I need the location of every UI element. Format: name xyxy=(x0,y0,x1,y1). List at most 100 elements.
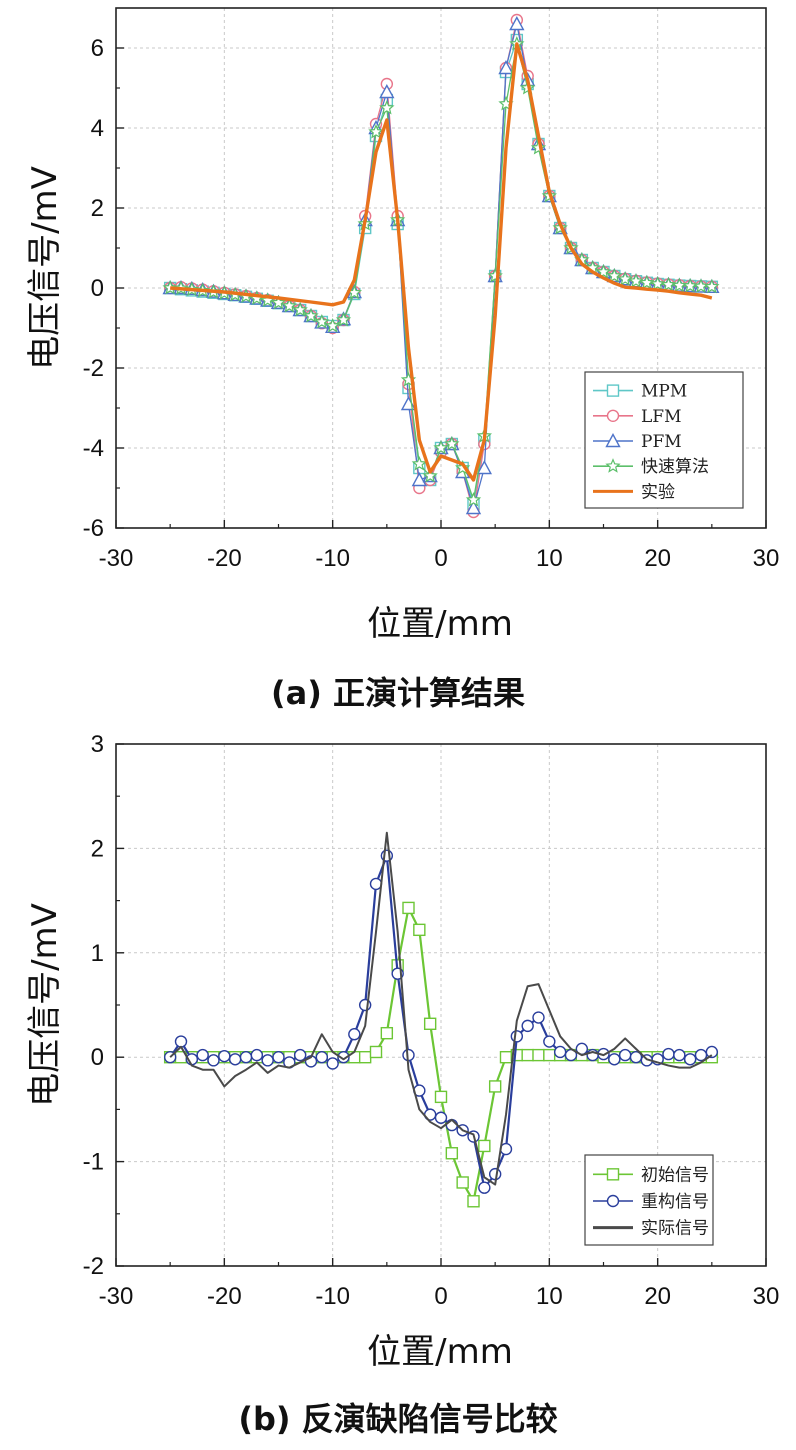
legend-label: 重构信号 xyxy=(641,1192,709,1212)
data-point xyxy=(532,1048,545,1062)
data-point xyxy=(423,1017,437,1030)
data-point xyxy=(509,16,525,31)
x-tick-label: 10 xyxy=(536,1283,563,1310)
data-point xyxy=(476,460,493,475)
data-point xyxy=(465,491,482,507)
data-point xyxy=(261,1054,274,1067)
data-point xyxy=(337,1050,350,1064)
data-point xyxy=(411,455,428,471)
legend-item: 实际信号 xyxy=(593,1219,709,1239)
data-point xyxy=(521,1048,534,1062)
data-point xyxy=(358,1050,372,1064)
data-point xyxy=(608,1053,621,1066)
legend-label: PFM xyxy=(641,432,682,452)
data-point xyxy=(348,1028,361,1041)
data-point xyxy=(433,439,449,455)
legend-label: LFM xyxy=(641,407,682,427)
x-tick-label: 30 xyxy=(753,545,780,572)
data-point xyxy=(617,271,633,286)
legend-item: 快速算法 xyxy=(593,457,709,477)
y-tick-label: -1 xyxy=(83,1149,104,1176)
y-tick-label: -6 xyxy=(83,515,104,542)
data-point xyxy=(207,1054,220,1067)
y-tick-label: 2 xyxy=(91,835,104,862)
x-tick-label: 0 xyxy=(434,1283,447,1310)
data-point xyxy=(478,1139,491,1153)
data-point xyxy=(606,267,623,283)
y-tick-label: -2 xyxy=(83,1253,104,1280)
data-point xyxy=(228,1053,242,1066)
legend-marker xyxy=(605,458,621,473)
data-point xyxy=(510,1030,524,1043)
data-point xyxy=(444,435,460,451)
legend-item: PFM xyxy=(593,432,682,452)
data-point xyxy=(532,1011,545,1024)
data-point xyxy=(324,317,341,333)
x-tick-label: 0 xyxy=(434,545,447,572)
x-tick-label: -30 xyxy=(99,1283,134,1310)
data-point xyxy=(498,60,514,75)
y-tick-label: -4 xyxy=(83,435,104,462)
data-point xyxy=(281,297,298,313)
data-point xyxy=(293,1048,307,1062)
y-axis-title: 电压信号/mV xyxy=(25,166,65,370)
data-point xyxy=(402,901,415,915)
figure-caption: (b) 反演缺陷信号比较 xyxy=(238,1400,557,1438)
data-point xyxy=(250,1048,264,1062)
legend-marker xyxy=(606,1168,620,1181)
legend-label: 初始信号 xyxy=(641,1165,709,1185)
data-point xyxy=(239,1050,253,1064)
data-point xyxy=(270,294,287,310)
x-tick-label: -20 xyxy=(207,545,242,572)
data-point xyxy=(543,1035,556,1048)
data-point xyxy=(705,1045,719,1059)
series-2 xyxy=(163,849,719,1194)
legend-box xyxy=(584,1154,714,1246)
y-tick-label: 6 xyxy=(91,35,104,62)
legend-label: MPM xyxy=(641,382,687,402)
x-tick-label: 20 xyxy=(644,545,671,572)
data-point xyxy=(380,1026,394,1040)
x-tick-label: -10 xyxy=(315,545,350,572)
legend-marker xyxy=(605,433,621,448)
y-tick-label: 4 xyxy=(91,115,104,142)
data-point xyxy=(292,301,308,317)
data-point xyxy=(465,500,482,515)
x-tick-label: -20 xyxy=(207,1283,242,1310)
series-group xyxy=(162,13,720,519)
data-point xyxy=(521,1019,534,1033)
y-tick-label: 2 xyxy=(91,195,104,222)
data-point xyxy=(314,313,330,329)
data-point xyxy=(196,1048,209,1062)
x-axis-title: 位置/mm xyxy=(367,604,513,644)
legend-item: LFM xyxy=(593,407,682,427)
data-point xyxy=(628,273,644,288)
series-5 xyxy=(170,42,713,482)
data-point xyxy=(488,1080,502,1093)
data-point xyxy=(553,1045,567,1059)
data-point xyxy=(379,84,395,99)
data-point xyxy=(174,1035,188,1048)
data-point xyxy=(456,1176,469,1189)
data-point xyxy=(467,1195,480,1208)
series-3 xyxy=(169,831,713,1186)
data-point xyxy=(683,1053,697,1066)
data-point xyxy=(335,311,352,327)
data-point xyxy=(434,1111,448,1124)
legend-marker xyxy=(606,1194,620,1208)
data-point xyxy=(649,275,666,291)
legend-label: 实际信号 xyxy=(641,1219,709,1239)
figure-caption: (a) 正演计算结果 xyxy=(271,674,525,712)
data-point xyxy=(218,1049,231,1063)
data-point xyxy=(673,1048,686,1062)
legend-marker xyxy=(606,409,620,422)
data-point xyxy=(303,307,319,323)
data-point xyxy=(369,1045,383,1059)
data-point xyxy=(488,1167,502,1181)
legend-item: MPM xyxy=(593,382,687,402)
x-tick-label: -10 xyxy=(315,1283,350,1310)
